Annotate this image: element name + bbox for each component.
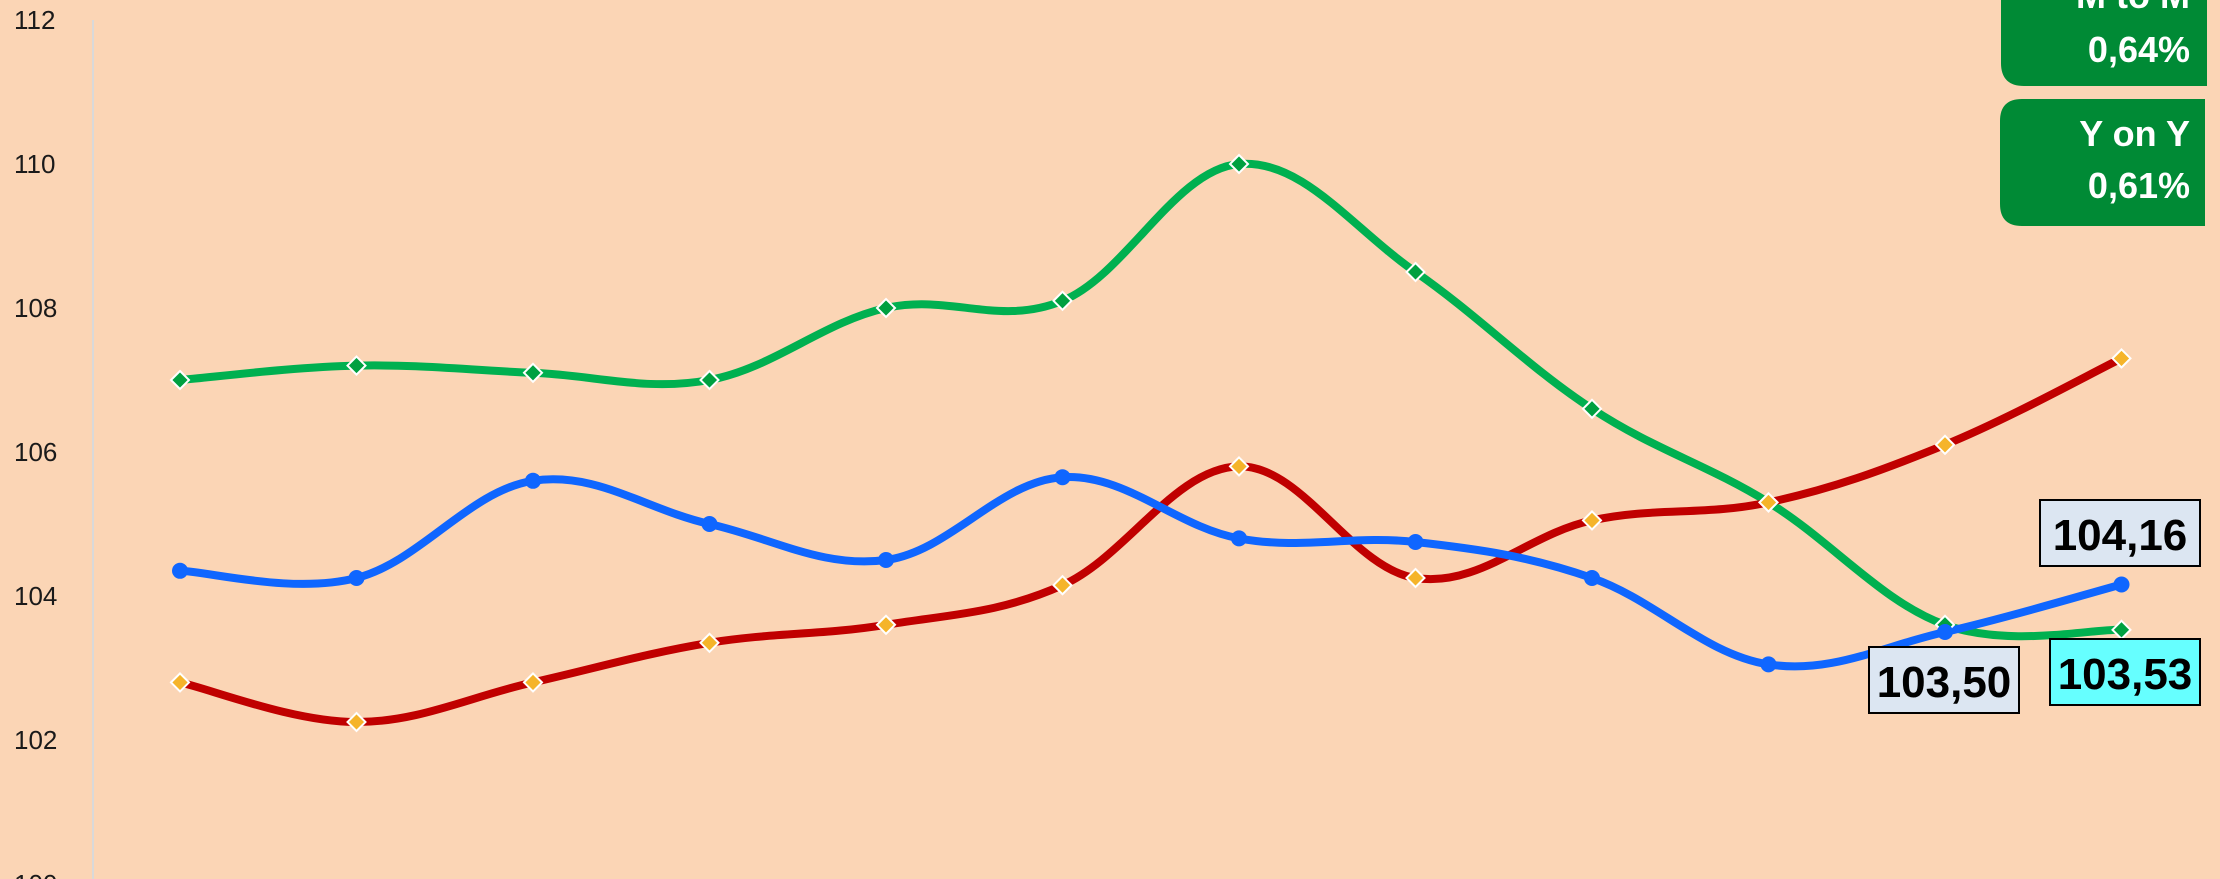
series-line-blue bbox=[176, 473, 2126, 671]
point-blue-7 bbox=[1231, 530, 1247, 547]
y-tick-label-112: 112 bbox=[14, 5, 55, 35]
point-red-6 bbox=[1052, 574, 1073, 596]
point-blue-2 bbox=[348, 570, 365, 586]
series-line-red bbox=[176, 354, 2126, 726]
data-label-box bbox=[1868, 646, 2020, 714]
point-green-1 bbox=[169, 369, 191, 391]
badge-shape bbox=[2000, 99, 2205, 226]
point-blue-11 bbox=[1937, 624, 1953, 640]
point-red-7 bbox=[1228, 455, 1250, 477]
y-tick-label-106: 106 bbox=[14, 437, 57, 467]
badge-m-to-m-value: 0,64% bbox=[2088, 29, 2190, 70]
badge-y-on-y-value: 0,61% bbox=[2088, 165, 2190, 206]
point-red-11 bbox=[1934, 434, 1956, 456]
point-blue-4 bbox=[701, 516, 718, 532]
point-blue-3 bbox=[525, 472, 541, 489]
badge-y-on-y: Y on Y 0,61% bbox=[2000, 99, 2205, 226]
point-blue-12 bbox=[2113, 576, 2130, 593]
point-red-8 bbox=[1405, 567, 1426, 589]
data-label-text: 103,53 bbox=[2058, 650, 2193, 699]
point-red-3 bbox=[522, 671, 544, 693]
data-label-103-50: 103,50 bbox=[1868, 646, 2020, 714]
point-blue-8 bbox=[1407, 534, 1424, 550]
y-tick-label-110: 110 bbox=[14, 149, 55, 179]
point-green-6 bbox=[1052, 290, 1073, 312]
data-label-box bbox=[2039, 499, 2201, 567]
point-red-12 bbox=[2111, 347, 2132, 369]
y-tick-label-100: 100 bbox=[14, 869, 57, 879]
point-red-10 bbox=[1758, 491, 1779, 513]
point-red-9 bbox=[1581, 509, 1603, 531]
point-red-1 bbox=[169, 671, 191, 693]
point-green-7 bbox=[1228, 153, 1250, 175]
point-green-9 bbox=[1581, 398, 1603, 420]
point-blue-5 bbox=[878, 552, 894, 568]
y-tick-label-102: 102 bbox=[14, 725, 57, 755]
point-blue-10 bbox=[1760, 656, 1777, 673]
badge-m-to-m-title: M to M bbox=[2076, 0, 2190, 16]
point-red-4 bbox=[699, 632, 720, 654]
y-tick-label-104: 104 bbox=[14, 581, 57, 611]
series-markers bbox=[169, 153, 2132, 733]
data-label-text: 104,16 bbox=[2053, 511, 2188, 560]
point-red-2 bbox=[346, 711, 367, 733]
data-label-103-53: 103,53 bbox=[2049, 638, 2201, 706]
y-tick-label-108: 108 bbox=[14, 293, 57, 323]
point-blue-1 bbox=[172, 562, 188, 579]
y-tick-labels: 100 102 104 106 108 110 112 bbox=[14, 5, 57, 879]
point-green-3 bbox=[522, 362, 544, 384]
data-label-box bbox=[2049, 638, 2201, 706]
point-green-4 bbox=[699, 369, 720, 391]
point-blue-6 bbox=[1054, 469, 1071, 486]
badge-m-to-m: M to M 0,64% bbox=[2001, 0, 2207, 86]
data-label-104-16: 104,16 bbox=[2039, 499, 2201, 567]
point-blue-9 bbox=[1584, 570, 1600, 586]
point-green-8 bbox=[1405, 261, 1426, 283]
point-green-5 bbox=[875, 297, 897, 319]
point-red-5 bbox=[875, 614, 897, 636]
badge-shape bbox=[2001, 0, 2207, 86]
data-label-text: 103,50 bbox=[1877, 658, 2012, 707]
badge-y-on-y-title: Y on Y bbox=[2079, 113, 2190, 154]
point-green-2 bbox=[346, 355, 367, 377]
